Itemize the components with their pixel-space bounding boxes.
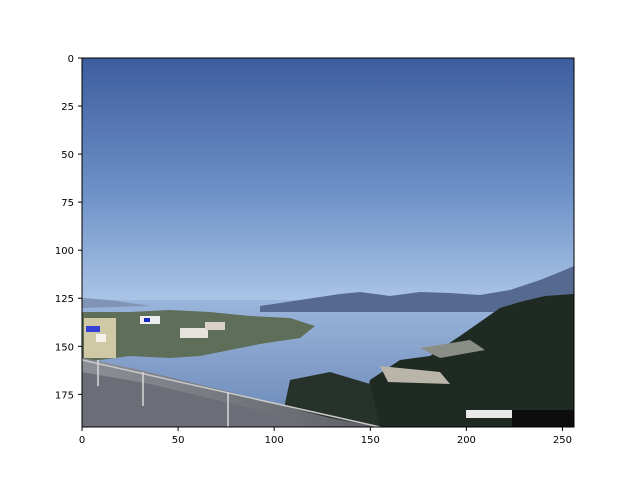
y-tick-label: 175 <box>55 390 74 401</box>
y-tick-label: 75 <box>61 198 74 209</box>
y-tick-label: 150 <box>55 342 74 353</box>
axes-frame <box>81 57 575 428</box>
y-tick-label: 0 <box>68 54 74 65</box>
x-tick-label: 50 <box>172 435 185 446</box>
x-tick-label: 200 <box>457 435 476 446</box>
photo-image <box>82 58 574 427</box>
y-tick-label: 25 <box>61 102 74 113</box>
x-tick-label: 100 <box>265 435 284 446</box>
y-tick-label: 50 <box>61 150 74 161</box>
y-tick-label: 100 <box>55 246 74 257</box>
x-tick-label: 0 <box>79 435 85 446</box>
mountain-range <box>260 266 574 312</box>
tree-line <box>360 294 574 427</box>
sky-region <box>82 58 574 308</box>
y-tick-label: 125 <box>55 294 74 305</box>
x-axis: 0 50 100 150 200 250 <box>79 427 572 446</box>
y-axis: 0 25 50 75 100 125 150 175 <box>55 54 82 401</box>
x-tick-label: 250 <box>553 435 572 446</box>
x-tick-label: 150 <box>361 435 380 446</box>
